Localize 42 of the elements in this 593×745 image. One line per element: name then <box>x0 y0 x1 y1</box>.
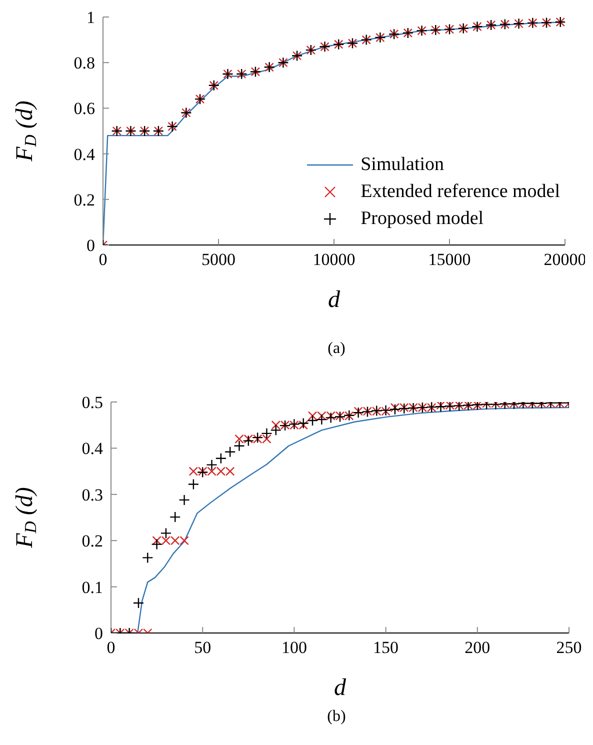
text: (a) <box>326 340 346 358</box>
y-tick-label: 0.2 <box>74 190 95 210</box>
text: (b) <box>326 708 347 726</box>
x-axis-title: d <box>334 675 347 701</box>
x-tick-label: 150 <box>373 638 399 658</box>
point <box>234 440 245 452</box>
y-tick-label: 0.1 <box>82 578 103 597</box>
y-tick-label: 0.6 <box>74 99 95 118</box>
y-tick-label: 0.3 <box>82 485 103 504</box>
x-tick-label: 15000 <box>428 250 471 270</box>
point <box>306 414 318 426</box>
point <box>206 459 218 470</box>
y-tick-label: 0.4 <box>82 439 104 458</box>
x-tick-label: 250 <box>556 638 582 658</box>
point <box>316 414 328 426</box>
point <box>270 424 282 436</box>
x-tick-label: 100 <box>281 638 307 658</box>
legend-label: Extended reference model <box>360 180 560 202</box>
point <box>170 511 181 523</box>
y-tick-label: 1 <box>86 8 95 28</box>
x-tick-label: 10000 <box>312 250 356 270</box>
y-tick-label: 0.8 <box>74 54 95 73</box>
point <box>178 494 190 506</box>
point <box>261 428 272 440</box>
point <box>215 452 227 464</box>
y-tick-label: 0 <box>86 236 95 256</box>
legend-label: Proposed model <box>360 208 484 230</box>
x-tick-label: 0 <box>106 638 116 658</box>
y-tick-label: 0.4 <box>74 144 96 164</box>
x-tick-label: 50 <box>194 638 212 658</box>
point <box>142 552 154 564</box>
point <box>188 478 200 490</box>
y-tick-label: 0.5 <box>82 393 103 412</box>
point <box>224 446 236 458</box>
y-tick-label: 0 <box>94 624 103 644</box>
x-axis-title: d <box>328 287 341 313</box>
point <box>151 538 162 550</box>
legend-label: Simulation <box>360 154 444 176</box>
point <box>160 528 172 539</box>
x-tick-label: 5000 <box>202 250 236 270</box>
y-tick-label: 0.2 <box>82 532 103 551</box>
x-tick-label: 200 <box>464 638 490 658</box>
